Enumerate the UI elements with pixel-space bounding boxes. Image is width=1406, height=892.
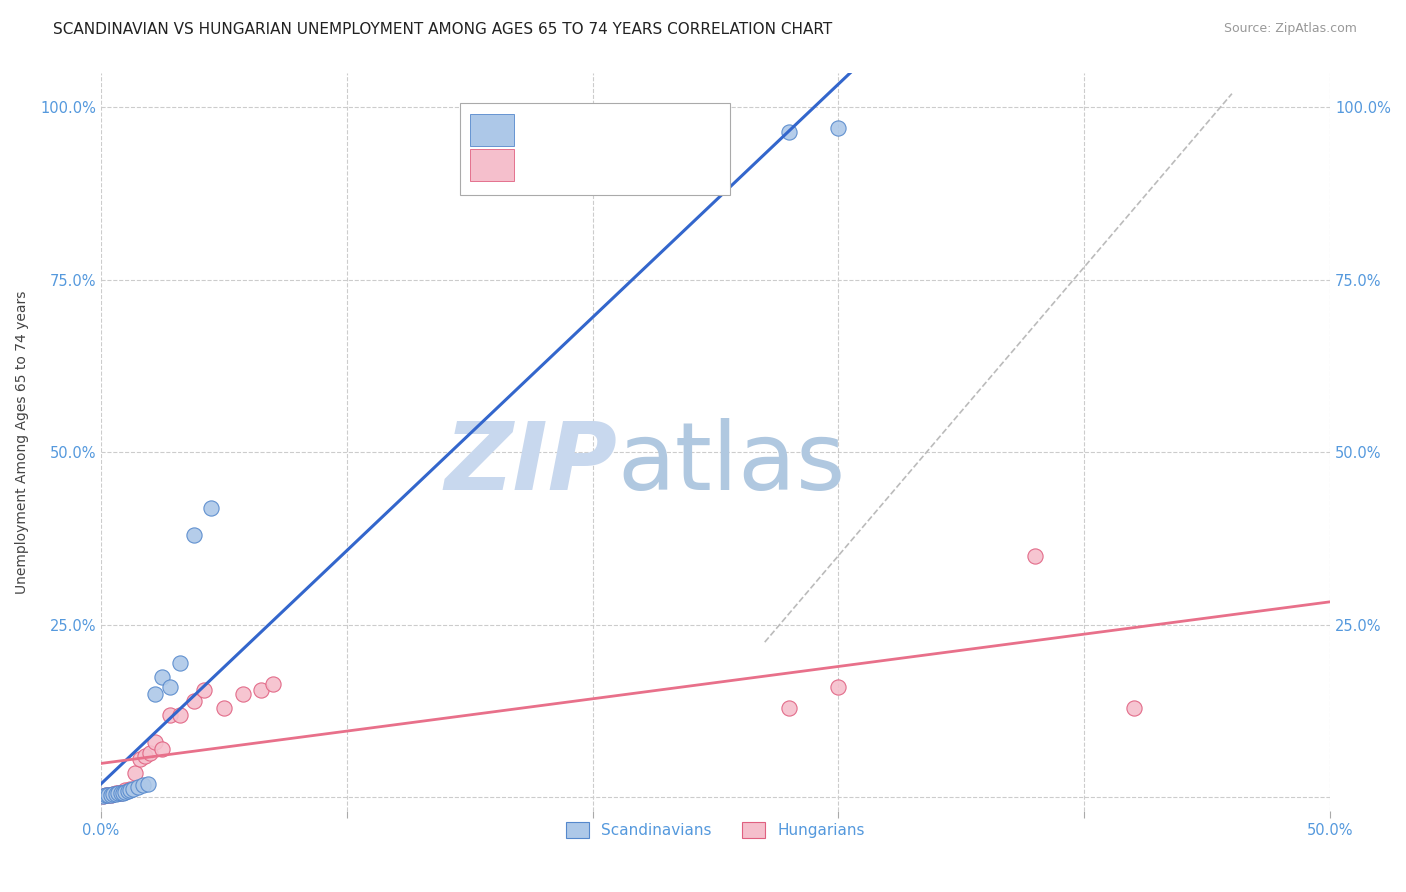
Point (159, 707, 181, 722)
Point (107, 786, 129, 800)
FancyBboxPatch shape (470, 149, 515, 181)
Point (104, 787, 127, 801)
Point (150, 742, 173, 756)
Legend: Scandinavians, Hungarians: Scandinavians, Hungarians (560, 816, 872, 844)
Point (232, 687, 254, 701)
Point (827, 680, 849, 694)
Point (262, 676, 284, 690)
Point (159, 680, 181, 694)
Text: ZIP: ZIP (444, 418, 617, 510)
Point (778, 125, 800, 139)
Point (104, 786, 127, 800)
Text: Source: ZipAtlas.com: Source: ZipAtlas.com (1223, 22, 1357, 36)
Point (183, 694, 205, 708)
Point (120, 783, 142, 797)
Point (97, 789, 120, 803)
Point (143, 687, 166, 701)
Point (129, 752, 152, 766)
Point (94, 789, 117, 803)
Text: R = 0.349   N = 29: R = 0.349 N = 29 (522, 149, 686, 164)
Point (131, 778, 153, 792)
Point (249, 683, 271, 698)
Point (134, 749, 156, 764)
Point (91, 789, 114, 803)
Text: atlas: atlas (617, 418, 845, 510)
Text: SCANDINAVIAN VS HUNGARIAN UNEMPLOYMENT AMONG AGES 65 TO 74 YEARS CORRELATION CHA: SCANDINAVIAN VS HUNGARIAN UNEMPLOYMENT A… (53, 22, 832, 37)
Point (100, 788, 122, 802)
Point (139, 746, 162, 760)
Point (124, 766, 146, 780)
Point (114, 783, 136, 797)
Point (193, 683, 215, 698)
Point (94, 789, 117, 803)
Point (1122, 700, 1144, 714)
Point (827, 121, 849, 136)
Point (169, 707, 191, 722)
Point (212, 700, 235, 714)
Point (200, 500, 222, 515)
Point (143, 735, 166, 749)
Text: R = 0.818   N = 23: R = 0.818 N = 23 (522, 112, 686, 127)
Point (107, 786, 129, 800)
Point (120, 782, 142, 797)
Point (114, 785, 136, 799)
Point (110, 786, 132, 800)
Point (136, 776, 159, 790)
Point (111, 785, 134, 799)
Point (778, 700, 800, 714)
Point (101, 787, 124, 801)
Point (1024, 549, 1046, 563)
Point (127, 780, 149, 794)
FancyBboxPatch shape (460, 103, 730, 194)
Point (183, 528, 205, 542)
Y-axis label: Unemployment Among Ages 65 to 74 years: Unemployment Among Ages 65 to 74 years (15, 291, 30, 594)
Point (110, 786, 132, 800)
Point (91, 789, 114, 803)
Point (117, 784, 139, 798)
Point (169, 656, 191, 670)
FancyBboxPatch shape (470, 113, 515, 146)
Point (97, 788, 120, 802)
Point (150, 670, 173, 684)
Point (100, 788, 122, 802)
Point (111, 786, 134, 800)
Point (121, 782, 143, 797)
Point (101, 787, 124, 801)
